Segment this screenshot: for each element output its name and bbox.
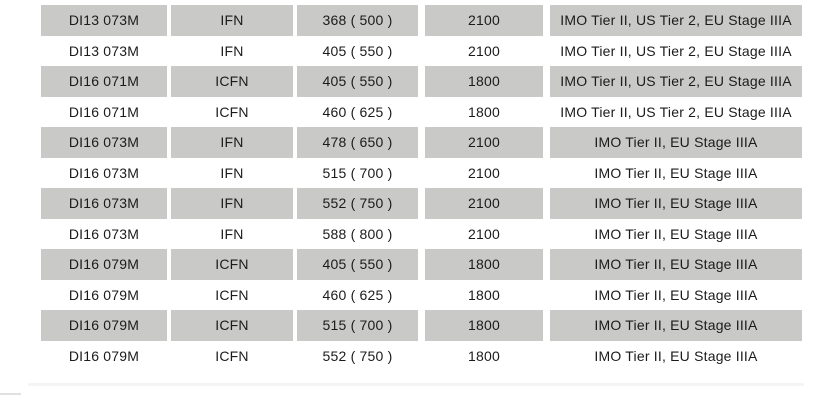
cell-emissions: IMO Tier II, EU Stage IIIA (594, 225, 758, 242)
cell-emissions: IMO Tier II, US Tier 2, EU Stage IIIA (550, 66, 802, 97)
table-row: DI16 079M ICFN 552 ( 750 ) 1800 IMO Tier II,… (41, 341, 802, 372)
table-row: DI16 073M IFN 552 ( 750 ) 2100 IMO Tier II, … (41, 188, 802, 219)
table-row: DI16 071M ICFN 460 ( 625 ) 1800 IMO Tier II,… (41, 97, 802, 128)
cell-emissions: IMO Tier II, EU Stage IIIA (594, 347, 758, 364)
table-row: DI16 073M IFN 478 ( 650 ) 2100 IMO Tier II, … (41, 127, 802, 158)
cell-emissions: IMO Tier II, US Tier 2, EU Stage IIIA (550, 5, 802, 36)
cell-model: DI16 079M (41, 249, 167, 280)
cell-model: DI16 071M (68, 103, 140, 120)
cell-rpm: 2100 (425, 5, 543, 36)
cell-rpm: 2100 (425, 188, 543, 219)
faint-divider (28, 383, 804, 386)
cell-power: 588 ( 800 ) (322, 225, 393, 242)
cell-type: IFN (220, 225, 244, 242)
cell-emissions: IMO Tier II, EU Stage IIIA (550, 188, 802, 219)
cell-model: DI16 079M (68, 286, 140, 303)
table-row: DI16 079M ICFN 515 ( 700 ) 1800 IMO Tier II,… (41, 310, 802, 341)
partial-element-bottom-left (0, 393, 21, 395)
cell-type: ICFN (171, 310, 293, 341)
cell-emissions: IMO Tier II, EU Stage IIIA (550, 310, 802, 341)
cell-power: 478 ( 650 ) (297, 127, 418, 158)
cell-rpm: 1800 (468, 286, 500, 303)
table-row: DI16 073M IFN 515 ( 700 ) 2100 IMO Tier II, … (41, 158, 802, 189)
table-row: DI16 071M ICFN 405 ( 550 ) 1800 IMO Tier II,… (41, 66, 802, 97)
cell-rpm: 1800 (425, 310, 543, 341)
cell-type: IFN (171, 188, 293, 219)
cell-rpm: 1800 (468, 347, 500, 364)
cell-model: DI16 073M (41, 188, 167, 219)
cell-power: 515 ( 700 ) (297, 310, 418, 341)
cell-emissions: IMO Tier II, US Tier 2, EU Stage IIIA (560, 103, 792, 120)
cell-type: ICFN (215, 103, 249, 120)
cell-rpm: 2100 (425, 127, 543, 158)
cell-emissions: IMO Tier II, EU Stage IIIA (550, 249, 802, 280)
cell-type: IFN (220, 164, 244, 181)
cell-model: DI16 073M (68, 225, 140, 242)
cell-power: 515 ( 700 ) (322, 164, 393, 181)
table-row: DI16 079M ICFN 405 ( 550 ) 1800 IMO Tier II,… (41, 249, 802, 280)
cell-model: DI16 073M (41, 127, 167, 158)
cell-power: 552 ( 750 ) (297, 188, 418, 219)
cell-model: DI16 071M (41, 66, 167, 97)
cell-model: DI16 073M (68, 164, 140, 181)
cell-emissions: IMO Tier II, US Tier 2, EU Stage IIIA (560, 42, 792, 59)
table-row: DI16 073M IFN 588 ( 800 ) 2100 IMO Tier II, … (41, 219, 802, 250)
table-row: DI16 079M ICFN 460 ( 625 ) 1800 IMO Tier II,… (41, 280, 802, 311)
cell-rpm: 1800 (425, 249, 543, 280)
cell-power: 405 ( 550 ) (297, 66, 418, 97)
cell-power: 552 ( 750 ) (322, 347, 393, 364)
cell-power: 405 ( 550 ) (322, 42, 393, 59)
cell-rpm: 1800 (425, 66, 543, 97)
cell-power: 405 ( 550 ) (297, 249, 418, 280)
table-row: DI13 073M IFN 405 ( 550 ) 2100 IMO Tier II, … (41, 36, 802, 67)
cell-power: 368 ( 500 ) (297, 5, 418, 36)
cell-rpm: 2100 (468, 164, 500, 181)
cell-type: ICFN (171, 249, 293, 280)
cell-type: ICFN (215, 286, 249, 303)
cell-model: DI16 079M (41, 310, 167, 341)
cell-type: IFN (220, 42, 244, 59)
cell-emissions: IMO Tier II, EU Stage IIIA (594, 286, 758, 303)
cell-power: 460 ( 625 ) (322, 286, 393, 303)
cell-rpm: 1800 (468, 103, 500, 120)
cell-model: DI13 073M (41, 5, 167, 36)
cell-model: DI13 073M (68, 42, 140, 59)
cell-type: IFN (171, 5, 293, 36)
cell-type: IFN (171, 127, 293, 158)
cell-emissions: IMO Tier II, EU Stage IIIA (594, 164, 758, 181)
cell-type: ICFN (215, 347, 249, 364)
cell-model: DI16 079M (68, 347, 140, 364)
cell-rpm: 2100 (468, 42, 500, 59)
cell-power: 460 ( 625 ) (322, 103, 393, 120)
cell-emissions: IMO Tier II, EU Stage IIIA (550, 127, 802, 158)
engine-spec-table: DI13 073M IFN 368 ( 500 ) 2100 IMO Tier II, … (41, 5, 802, 371)
table-row: DI13 073M IFN 368 ( 500 ) 2100 IMO Tier II, … (41, 5, 802, 36)
cell-type: ICFN (171, 66, 293, 97)
cell-rpm: 2100 (468, 225, 500, 242)
